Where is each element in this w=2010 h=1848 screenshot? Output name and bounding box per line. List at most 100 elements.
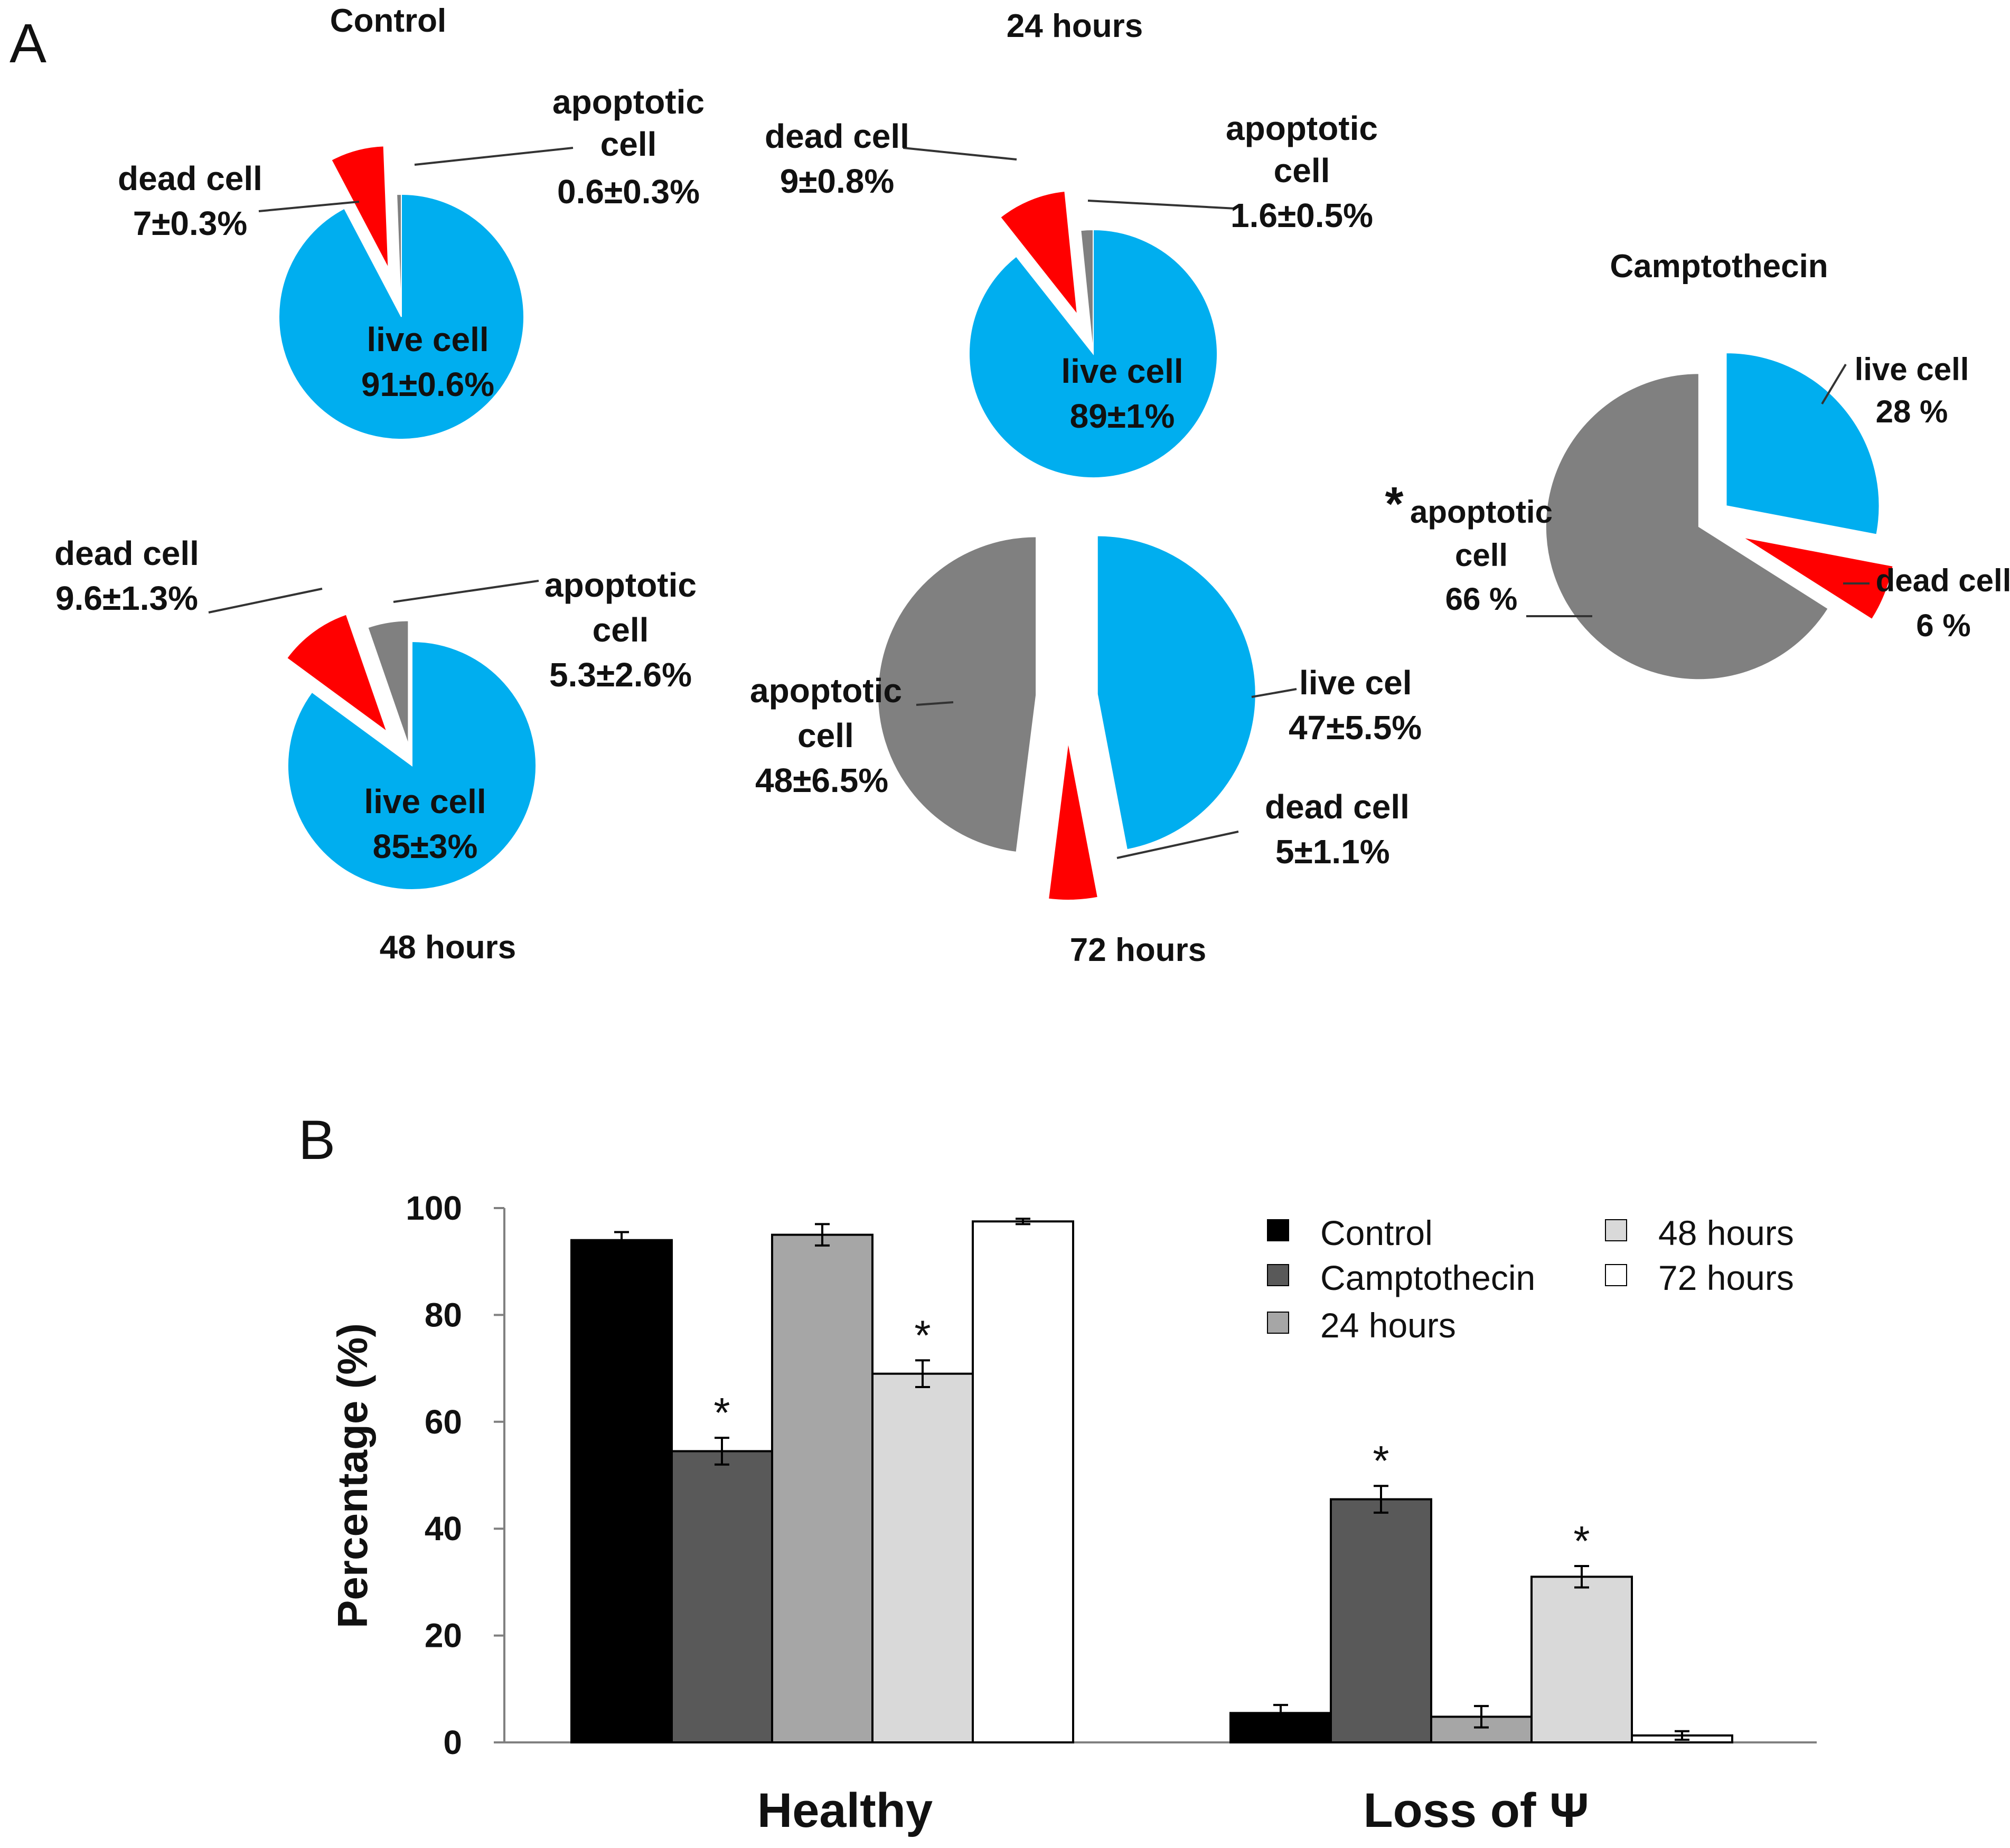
legend-item-48-hours: 48 hours [1605, 1213, 1794, 1252]
legend-label: Camptothecin [1320, 1258, 1535, 1297]
slice-label: dead cell [1876, 563, 2010, 598]
legend-item-24-hours: 24 hours [1267, 1306, 1456, 1345]
legend-label: 72 hours [1658, 1258, 1794, 1297]
slice-label-line1: apoptotic [544, 566, 697, 604]
slice-value: 9±0.8% [780, 162, 895, 200]
y-tick-label: 60 [425, 1403, 462, 1441]
slice-label: live cell [1855, 352, 1969, 387]
pie-labels-control: live cell 91±0.6% dead cell 7±0.3% apopt… [118, 83, 705, 403]
pie-title-24h: 24 hours [1007, 8, 1143, 44]
pie-1 [278, 145, 524, 440]
panel-label-b: B [298, 1109, 335, 1171]
legend-swatch [1267, 1219, 1289, 1241]
bar-24-hours [771, 1233, 873, 1744]
significance-star: * [713, 1389, 730, 1436]
slice-label-line1: apoptotic [552, 83, 705, 121]
significance-star: * [1373, 1437, 1389, 1484]
legend-item-camptothecin: Camptothecin [1267, 1258, 1535, 1297]
y-tick-label: 40 [425, 1510, 462, 1548]
bar-48-hours [1530, 1576, 1633, 1744]
pie-slice-apoptotic-cell [396, 193, 402, 317]
slice-value: 48±6.5% [755, 761, 888, 799]
x-category-label-loss: Loss of Ψ [1363, 1784, 1589, 1837]
slice-label-line2: cell [600, 125, 657, 163]
panel-label-a: A [10, 13, 46, 74]
pie-title-72h: 72 hours [1070, 932, 1206, 968]
slice-label-line1: apoptotic [1226, 109, 1378, 147]
legend-swatch [1605, 1264, 1627, 1286]
slice-value: 47±5.5% [1289, 709, 1422, 747]
slice-label-line2: cell [593, 611, 649, 649]
slice-label: dead cell [1265, 788, 1410, 826]
legend-swatch [1605, 1219, 1627, 1241]
pie-slice-apoptotic-cell [877, 536, 1037, 853]
legend: Control Camptothecin 24 hours 48 hours 72 ho… [1267, 1213, 1794, 1345]
pie-labels-48h: live cell 85±3% dead cell 9.6±1.3% apopt… [54, 534, 697, 865]
slice-value: 5±1.1% [1275, 833, 1390, 871]
slice-label-line1: apoptotic [1410, 494, 1553, 530]
significance-star: * [1573, 1517, 1590, 1564]
slice-value: 91±0.6% [361, 365, 494, 403]
pie-slice-apoptotic-cell [367, 620, 409, 745]
slice-label: dead cell [765, 117, 909, 155]
bar-camptothecin [1330, 1498, 1432, 1744]
slice-label: dead cell [118, 159, 262, 197]
slice-value: 9.6±1.3% [55, 579, 198, 617]
pie-labels-72h: live cel 47±5.5% dead cell 5±1.1% apopto… [750, 664, 1422, 871]
pie-4 [877, 535, 1256, 901]
significance-star: * [1385, 478, 1403, 531]
slice-value: 89±1% [1070, 397, 1175, 435]
significance-star: * [914, 1312, 931, 1359]
pie-slice-dead-cell [1047, 741, 1099, 901]
pie-title-48h: 48 hours [380, 929, 516, 966]
legend-label: 24 hours [1320, 1306, 1456, 1345]
slice-value: 1.6±0.5% [1231, 196, 1373, 234]
pie-charts [278, 145, 1894, 901]
pie-2 [969, 190, 1218, 478]
bar-camptothecin [671, 1450, 773, 1743]
pie-labels-24h: live cell 89±1% dead cell 9±0.8% apoptot… [765, 109, 1378, 435]
pie-slice-dead-cell [999, 190, 1078, 317]
slice-label: live cell [364, 782, 486, 821]
legend-item-72-hours: 72 hours [1605, 1258, 1794, 1297]
bar-48-hours [871, 1372, 974, 1743]
slice-value: 85±3% [373, 827, 478, 865]
x-category-label-healthy: Healthy [757, 1784, 933, 1837]
bars: * * * * [570, 1218, 1733, 1744]
pie-slice-live-cell [1725, 352, 1880, 535]
slice-value: 0.6±0.3% [557, 173, 700, 211]
slice-label-line2: cell [797, 716, 854, 755]
y-ticks: 0 20 40 60 80 100 [406, 1189, 504, 1761]
legend-item-control: Control [1267, 1213, 1433, 1252]
slice-label: live cell [367, 320, 489, 359]
legend-swatch [1267, 1264, 1289, 1286]
slice-value: 66 % [1445, 581, 1518, 617]
slice-value: 28 % [1876, 394, 1948, 429]
pie-title-control: Control [330, 3, 446, 39]
slice-label: dead cell [54, 534, 199, 572]
y-tick-label: 100 [406, 1189, 462, 1227]
legend-label: 48 hours [1658, 1213, 1794, 1252]
y-axis-label: Percentage (%) [329, 1323, 376, 1628]
pie-slice-dead-cell [331, 145, 389, 269]
pie-slice-apoptotic-cell [1080, 229, 1094, 354]
slice-label-line1: apoptotic [750, 672, 902, 710]
slice-label-line2: cell [1455, 538, 1508, 573]
pie-slice-live-cell [278, 193, 524, 440]
pie-5 [1545, 352, 1894, 681]
pie-slice-live-cel [1096, 535, 1256, 851]
pie-leader-lines [208, 147, 1870, 859]
bar-chart: 0 20 40 60 80 100 * * * * Percentage (%) Healthy… [329, 1189, 1817, 1837]
legend-swatch [1267, 1312, 1289, 1334]
pie-slice-live-cell [287, 640, 537, 890]
bar-control [570, 1239, 673, 1743]
slice-label: live cel [1299, 664, 1412, 702]
y-tick-label: 0 [443, 1723, 462, 1761]
slice-label-line2: cell [1274, 152, 1330, 190]
legend-label: Control [1320, 1213, 1433, 1252]
pie-slice-dead-cell [1742, 536, 1894, 620]
y-tick-label: 20 [425, 1617, 462, 1655]
slice-value: 6 % [1916, 608, 1970, 643]
bar-72-hours [972, 1220, 1074, 1744]
